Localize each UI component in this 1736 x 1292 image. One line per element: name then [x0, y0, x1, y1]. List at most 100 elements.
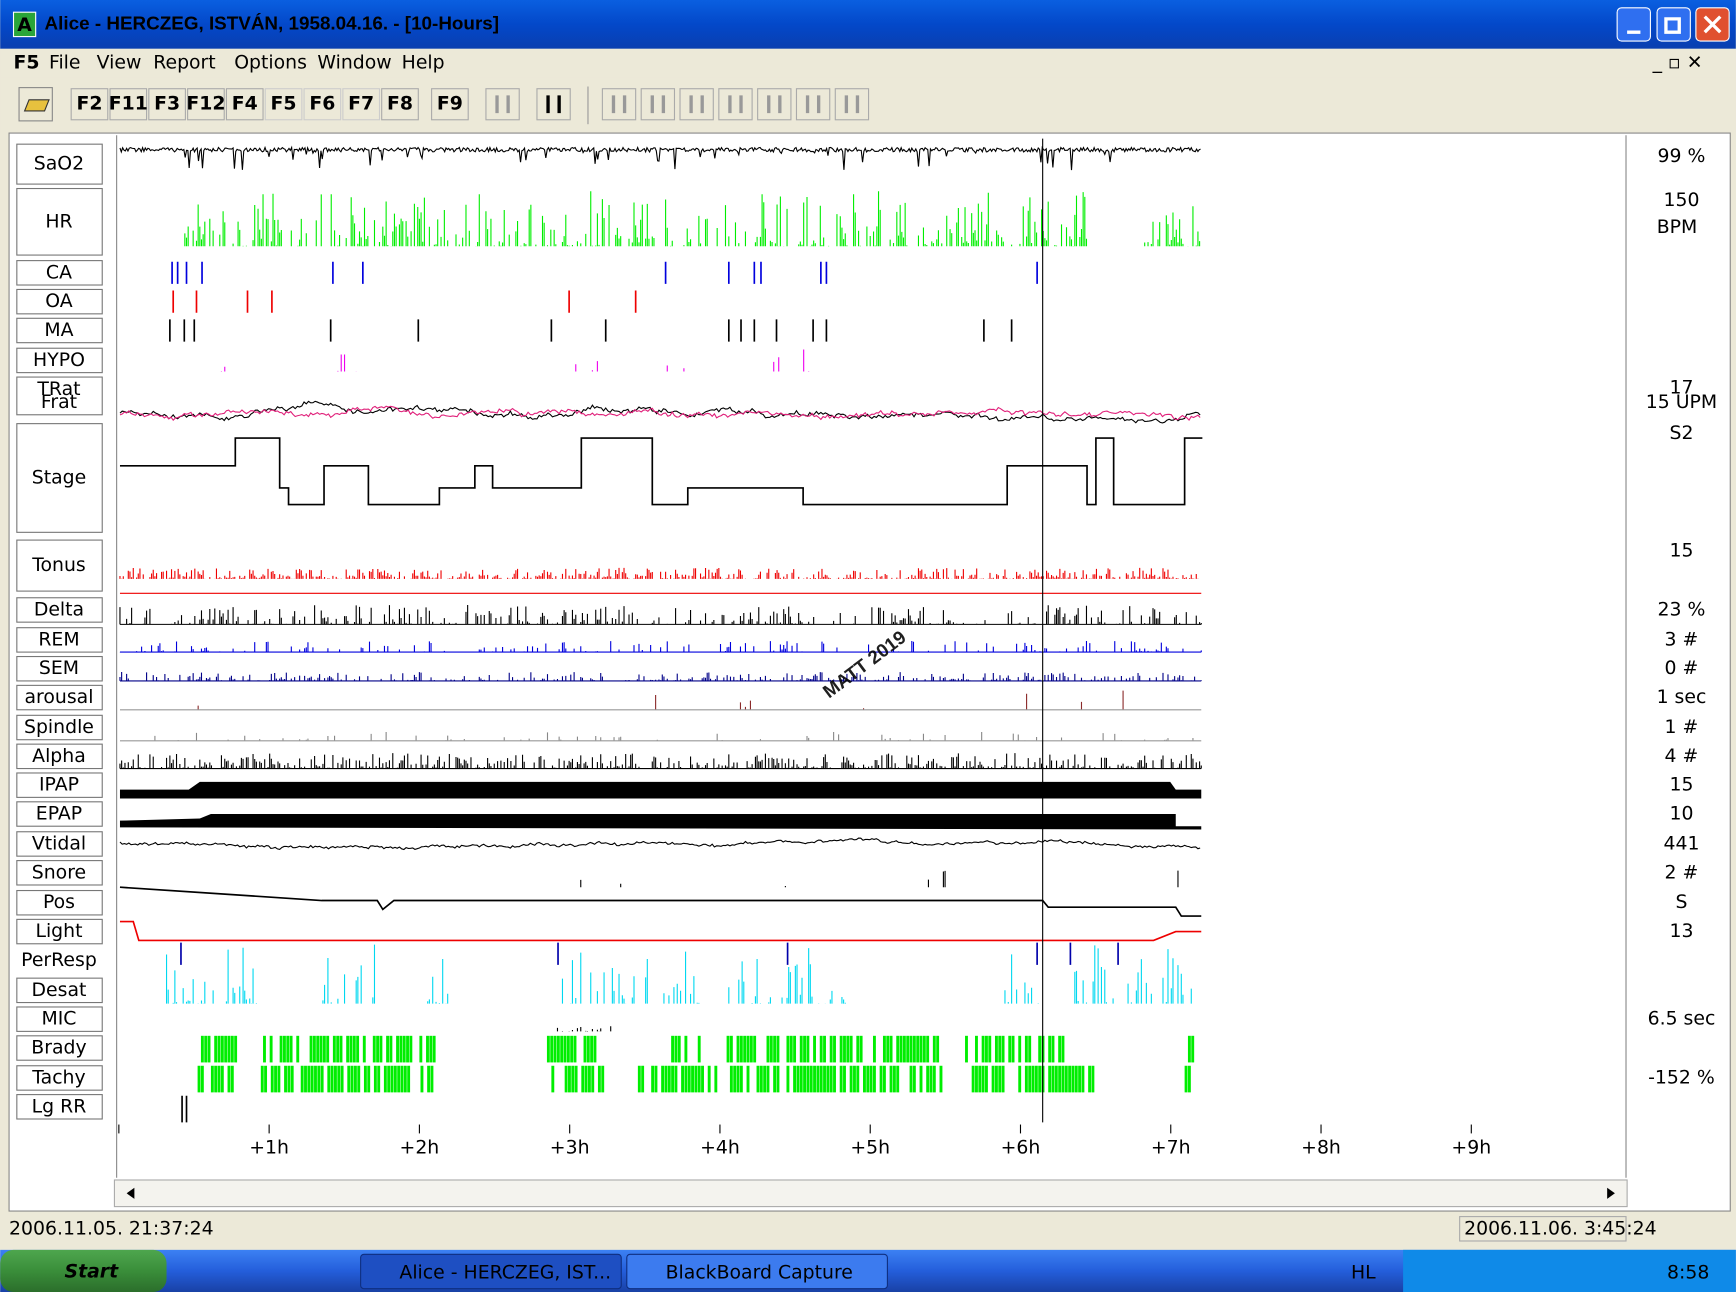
brady-block [432, 1035, 436, 1063]
restore-button[interactable] [1656, 7, 1691, 42]
toolbar-label[interactable]: F7 [348, 94, 374, 115]
menu-item[interactable]: F5 [14, 53, 40, 74]
channel-value: 15 [1669, 775, 1693, 796]
menu-item[interactable]: Window [317, 53, 391, 74]
brady-block [697, 1035, 701, 1063]
tachy-block [1028, 1065, 1032, 1093]
tachy-block [1081, 1065, 1085, 1093]
toolbar-label[interactable]: F8 [387, 94, 413, 115]
tachy-block [843, 1065, 846, 1093]
toolbar-button[interactable] [431, 88, 469, 121]
toolbar-button[interactable] [264, 88, 303, 121]
window-button-glyphs [1627, 15, 1722, 34]
toolbar-button[interactable] [187, 88, 225, 121]
brady-block [998, 1035, 1002, 1063]
channel-label-box [16, 376, 103, 416]
task-button[interactable] [360, 1253, 622, 1290]
channel-label-box [16, 977, 103, 1004]
brady-block [583, 1035, 587, 1063]
brady-block [932, 1035, 936, 1063]
toolbar-button[interactable] [303, 88, 342, 121]
language-indicator: HL [1351, 1263, 1376, 1284]
tachy-block [340, 1065, 344, 1093]
menu-item[interactable]: File [49, 53, 81, 74]
tool-icon[interactable] [718, 88, 753, 121]
channel-label-box [16, 831, 103, 857]
tool-icon[interactable] [679, 88, 714, 121]
toolbar-button[interactable] [225, 88, 264, 121]
channel-label: HR [45, 211, 72, 232]
toolbar-label[interactable]: F3 [154, 94, 180, 115]
brady-block [224, 1035, 228, 1063]
channel-label-box [16, 1006, 103, 1032]
brady-block [336, 1035, 340, 1063]
menu-item[interactable]: View [97, 53, 142, 74]
tool-icon[interactable] [536, 88, 571, 121]
tachy-block [882, 1065, 886, 1093]
toolbar-label[interactable]: F6 [309, 94, 335, 115]
toolbar-button[interactable] [109, 88, 148, 121]
channel-label: EPAP [36, 804, 82, 825]
tool-glyph [805, 95, 821, 114]
brady-block [419, 1035, 423, 1063]
start-label[interactable]: Start [65, 1262, 120, 1283]
task-label[interactable]: BlackBoard Capture [666, 1263, 853, 1284]
tool-icon[interactable] [640, 88, 676, 121]
tool-glyph [495, 95, 510, 114]
brady-block [1048, 1035, 1052, 1063]
tachy-block [826, 1065, 830, 1093]
tachy-block [427, 1065, 431, 1093]
brady-block [409, 1035, 413, 1063]
toolbar-label[interactable]: F9 [437, 94, 463, 115]
tachy-block [287, 1065, 291, 1093]
tool-icon[interactable] [795, 88, 831, 121]
menu-item[interactable]: Options [234, 53, 307, 74]
toolbar-button[interactable] [381, 88, 419, 121]
menu-item[interactable]: Report [153, 53, 215, 74]
tachy-block [975, 1065, 978, 1093]
channel-value: 0 # [1665, 658, 1699, 679]
brady-block [282, 1035, 286, 1063]
tachy-block [310, 1065, 314, 1093]
scrollbar[interactable] [113, 1179, 1628, 1208]
tachy-block [912, 1065, 916, 1093]
toolbar-button[interactable] [148, 88, 186, 121]
tachy-block [856, 1065, 860, 1093]
tool-icon[interactable] [757, 88, 792, 121]
tachy-block [819, 1065, 823, 1093]
trat-trace [119, 400, 1201, 424]
tachy-block [337, 1065, 341, 1093]
pos-trace [119, 886, 1202, 917]
toolbar-button[interactable] [342, 88, 381, 121]
brady-block [406, 1035, 409, 1063]
tachy-block [641, 1065, 645, 1093]
tachy-block [307, 1065, 311, 1093]
hypo-events [220, 349, 810, 372]
brady-block [1038, 1035, 1042, 1063]
brady-block [217, 1035, 221, 1063]
minimize-button[interactable] [1616, 7, 1651, 42]
channel-label: Stage [32, 467, 86, 488]
channel-label: Delta [34, 599, 84, 620]
brady-block [332, 1035, 336, 1063]
task-button[interactable] [626, 1253, 888, 1290]
brady-block [773, 1035, 777, 1063]
brady-block [739, 1035, 743, 1063]
toolbar-button[interactable] [70, 88, 109, 121]
tachy-block [274, 1065, 278, 1093]
tool-icon[interactable] [601, 88, 637, 121]
start-button[interactable] [0, 1249, 167, 1292]
toolbar-label[interactable]: F2 [76, 94, 102, 115]
menu-item[interactable]: Help [402, 53, 445, 74]
toolbar-label[interactable]: F4 [232, 94, 258, 115]
toolbar-label[interactable]: F11 [109, 94, 148, 115]
window-title: Alice - HERCZEG, ISTVÁN, 1958.04.16. - [… [45, 12, 499, 33]
task-label[interactable]: Alice - HERCZEG, IST... [399, 1263, 611, 1284]
brady-block [1008, 1035, 1012, 1063]
toolbar-label[interactable]: F5 [271, 94, 297, 115]
toolbar-label[interactable]: F12 [186, 94, 225, 115]
channel-label-box [16, 1094, 103, 1120]
tool-icon[interactable] [485, 88, 520, 121]
tool-icon[interactable] [834, 88, 870, 121]
channel-label-box [16, 260, 103, 286]
